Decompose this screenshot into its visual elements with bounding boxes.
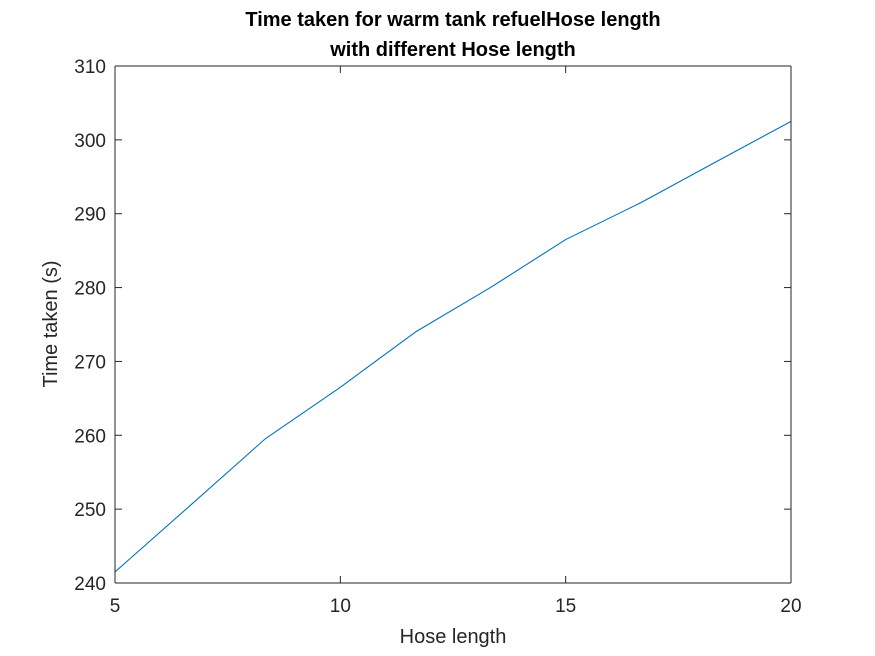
series-line-0 <box>114 120 792 573</box>
x-tick-label: 10 <box>330 596 351 617</box>
y-tick-label: 290 <box>74 205 106 226</box>
series-layer <box>114 120 792 573</box>
y-tick-label: 260 <box>74 426 106 447</box>
plot-area <box>115 66 791 583</box>
y-tick-label: 310 <box>74 57 106 78</box>
chart-title-line-2: with different Hose length <box>329 39 576 61</box>
y-tick-labels: 240 250 260 270 280 290 300 310 <box>74 57 106 595</box>
y-tick-label: 240 <box>74 574 106 595</box>
chart-title-line-1: Time taken for warm tank refuelHose leng… <box>245 9 660 31</box>
y-tick-label: 250 <box>74 500 106 521</box>
x-tick-label: 20 <box>780 596 801 617</box>
axes-layer <box>114 65 792 584</box>
y-tick-label: 270 <box>74 352 106 373</box>
y-axis-label: Time taken (s) <box>40 260 62 387</box>
x-axis-label: Hose length <box>400 626 507 648</box>
x-tick-label: 5 <box>110 596 121 617</box>
x-tick-labels: 5 10 15 20 <box>110 596 802 617</box>
y-tick-label: 280 <box>74 279 106 300</box>
x-tick-label: 15 <box>555 596 576 617</box>
y-tick-label: 300 <box>74 131 106 152</box>
